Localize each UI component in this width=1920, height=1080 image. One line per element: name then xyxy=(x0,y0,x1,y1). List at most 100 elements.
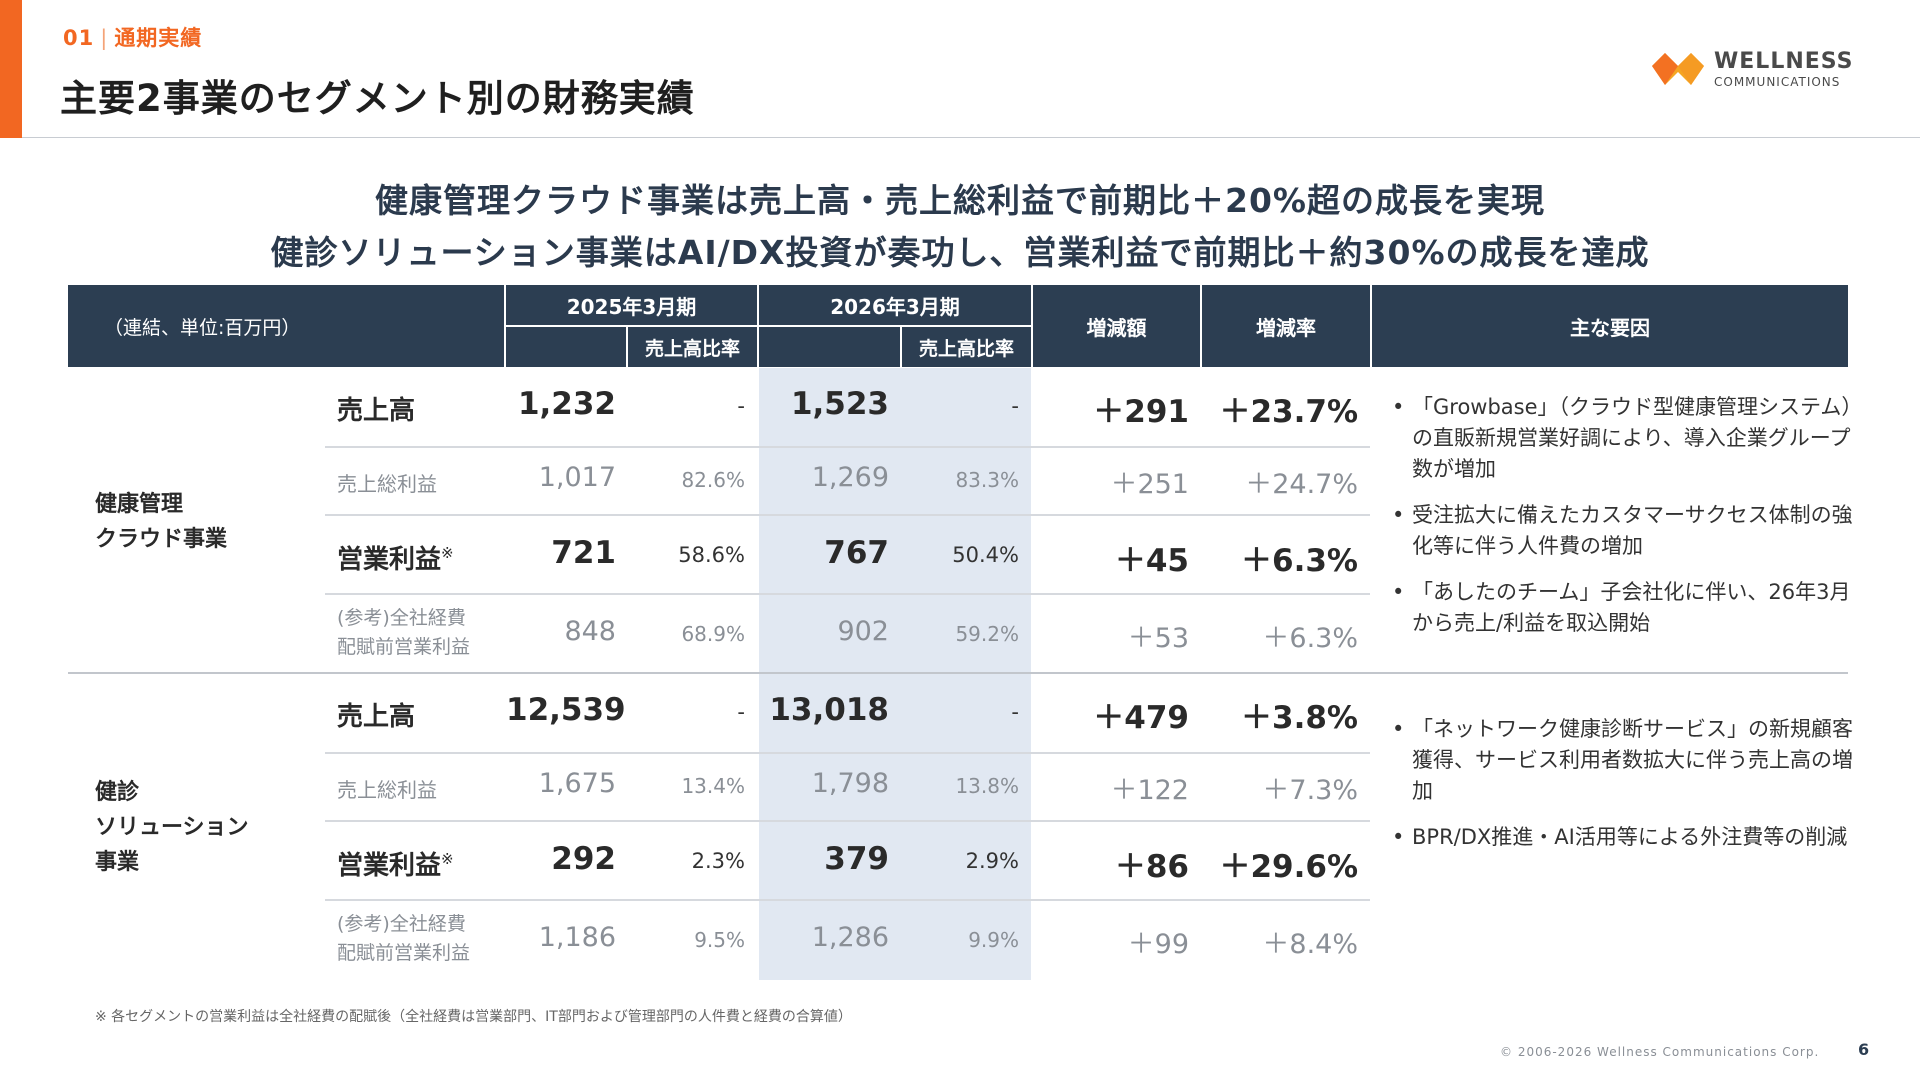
ratio-fy2025: 82.6% xyxy=(681,468,745,492)
segment-name-line: クラウド事業 xyxy=(95,527,228,552)
header-change-rate: 増減率 xyxy=(1202,285,1370,367)
logo-name: WELLNESS xyxy=(1714,48,1854,74)
change-rate: ＋6.3% xyxy=(1241,543,1358,579)
change-rate: ＋8.4% xyxy=(1262,929,1358,960)
header-fy2026-value xyxy=(759,327,900,367)
row-label-line: 配賦前営業利益 xyxy=(337,942,471,964)
ratio-fy2026: - xyxy=(1011,700,1019,724)
ratio-fy2026: 9.9% xyxy=(968,928,1019,952)
row-label: 営業利益 xyxy=(337,851,442,881)
row-label: 売上総利益 xyxy=(337,472,437,496)
factors-list-cloud: 「Growbase」（クラウド型健康管理システム）の直販新規営業好調により、導入… xyxy=(1392,392,1862,654)
header-fy2025-value xyxy=(506,327,626,367)
row-label: 売上高 xyxy=(337,702,416,732)
value-fy2026: 902 xyxy=(837,616,889,647)
ratio-fy2025: - xyxy=(737,394,745,418)
change-rate: ＋23.7% xyxy=(1219,394,1358,430)
row-label: 営業利益 xyxy=(337,545,442,575)
row-label-wrap: 営業利益※ xyxy=(337,539,454,576)
segment-divider xyxy=(68,672,1848,674)
row-divider xyxy=(325,593,1370,595)
copyright: © 2006-2026 Wellness Communications Corp… xyxy=(1500,1045,1820,1059)
value-fy2025: 1,186 xyxy=(538,922,616,953)
change-rate: ＋6.3% xyxy=(1262,623,1358,654)
factor-item: BPR/DX推進・AI活用等による外注費等の削減 xyxy=(1392,822,1862,853)
accent-bar xyxy=(0,0,22,138)
row-divider xyxy=(325,514,1370,516)
section-separator: | xyxy=(100,26,109,50)
logo-mark-icon xyxy=(1652,53,1704,85)
header-fy2025-ratio: 売上高比率 xyxy=(628,327,757,367)
value-fy2025: 1,675 xyxy=(538,768,616,799)
factor-item: 「Growbase」（クラウド型健康管理システム）の直販新規営業好調により、導入… xyxy=(1392,392,1862,485)
note-mark: ※ xyxy=(441,850,454,868)
value-fy2026: 13,018 xyxy=(769,692,889,728)
header-fy2025: 2025年3月期 xyxy=(506,285,757,325)
headline-1: 健康管理クラウド事業は売上高・売上総利益で前期比＋20%超の成長を実現 xyxy=(375,181,1545,220)
headline-2: 健診ソリューション事業はAI/DX投資が奏功し、営業利益で前期比＋約30%の成長… xyxy=(270,233,1650,272)
header-fy2026-ratio: 売上高比率 xyxy=(902,327,1031,367)
page-title: 主要2事業のセグメント別の財務実績 xyxy=(60,77,695,120)
section-label: 01 | 通期実績 xyxy=(63,22,202,52)
change-amount: ＋251 xyxy=(1110,469,1189,500)
ratio-fy2026: 83.3% xyxy=(955,468,1019,492)
factor-item: 「あしたのチーム」子会社化に伴い、26年3月から売上/利益を取込開始 xyxy=(1392,577,1862,639)
factor-item: 受注拡大に備えたカスタマーサクセス体制の強化等に伴う人件費の増加 xyxy=(1392,500,1862,562)
row-label: 売上総利益 xyxy=(337,778,437,802)
change-amount: ＋53 xyxy=(1127,623,1189,654)
segment-name-line: 健診 xyxy=(95,780,140,805)
value-fy2025: 12,539 xyxy=(506,692,626,728)
ratio-fy2025: 2.3% xyxy=(691,849,745,873)
change-rate: ＋24.7% xyxy=(1245,469,1358,500)
ratio-fy2026: 59.2% xyxy=(955,622,1019,646)
value-fy2025: 292 xyxy=(551,841,616,877)
segment-name-cloud: 健康管理 クラウド事業 xyxy=(95,487,227,557)
row-divider xyxy=(325,899,1370,901)
value-fy2026: 1,798 xyxy=(811,768,889,799)
value-fy2026: 1,523 xyxy=(790,386,889,422)
unit-label: （連結、単位:百万円） xyxy=(68,285,504,367)
ratio-fy2025: 68.9% xyxy=(681,622,745,646)
change-rate: ＋7.3% xyxy=(1262,775,1358,806)
value-fy2026: 1,269 xyxy=(811,462,889,493)
row-divider xyxy=(325,446,1370,448)
fy2026-highlight-column xyxy=(759,368,1031,980)
ratio-fy2025: 9.5% xyxy=(694,928,745,952)
value-fy2025: 848 xyxy=(564,616,616,647)
change-amount: ＋479 xyxy=(1093,700,1189,736)
header-factors: 主な要因 xyxy=(1372,285,1848,367)
page-number: 6 xyxy=(1858,1040,1870,1059)
ratio-fy2026: 13.8% xyxy=(955,774,1019,798)
change-amount: ＋45 xyxy=(1114,543,1189,579)
segment-name-line: 事業 xyxy=(95,850,140,875)
value-fy2026: 1,286 xyxy=(811,922,889,953)
value-fy2025: 721 xyxy=(551,535,616,571)
segment-name-line: ソリューション xyxy=(95,815,249,840)
row-divider xyxy=(325,820,1370,822)
row-label: (参考)全社経費 配賦前営業利益 xyxy=(337,910,470,968)
row-divider xyxy=(325,752,1370,754)
footnote: ※ 各セグメントの営業利益は全社経費の配賦後（全社経費は営業部門、IT部門および… xyxy=(95,1009,852,1025)
logo-subtitle: COMMUNICATIONS xyxy=(1714,74,1841,89)
section-number: 01 xyxy=(63,26,95,50)
change-amount: ＋291 xyxy=(1093,394,1189,430)
section-name: 通期実績 xyxy=(114,26,203,50)
header-divider xyxy=(22,137,1920,138)
row-label-line: (参考)全社経費 xyxy=(337,913,466,935)
factors-list-checkup: 「ネットワーク健康診断サービス」の新規顧客獲得、サービス利用者数拡大に伴う売上高… xyxy=(1392,714,1862,868)
row-label: (参考)全社経費 配賦前営業利益 xyxy=(337,604,470,662)
change-amount: ＋99 xyxy=(1127,929,1189,960)
ratio-fy2026: 2.9% xyxy=(965,849,1019,873)
ratio-fy2026: - xyxy=(1011,394,1019,418)
value-fy2025: 1,232 xyxy=(517,386,616,422)
change-amount: ＋122 xyxy=(1110,775,1189,806)
change-rate: ＋3.8% xyxy=(1241,700,1358,736)
row-label-line: 配賦前営業利益 xyxy=(337,636,471,658)
row-label: 売上高 xyxy=(337,396,416,426)
note-mark: ※ xyxy=(441,544,454,562)
row-label-wrap: 営業利益※ xyxy=(337,845,454,882)
header-change-amount: 増減額 xyxy=(1033,285,1200,367)
value-fy2026: 379 xyxy=(824,841,889,877)
ratio-fy2025: 58.6% xyxy=(678,543,745,567)
ratio-fy2025: 13.4% xyxy=(681,774,745,798)
